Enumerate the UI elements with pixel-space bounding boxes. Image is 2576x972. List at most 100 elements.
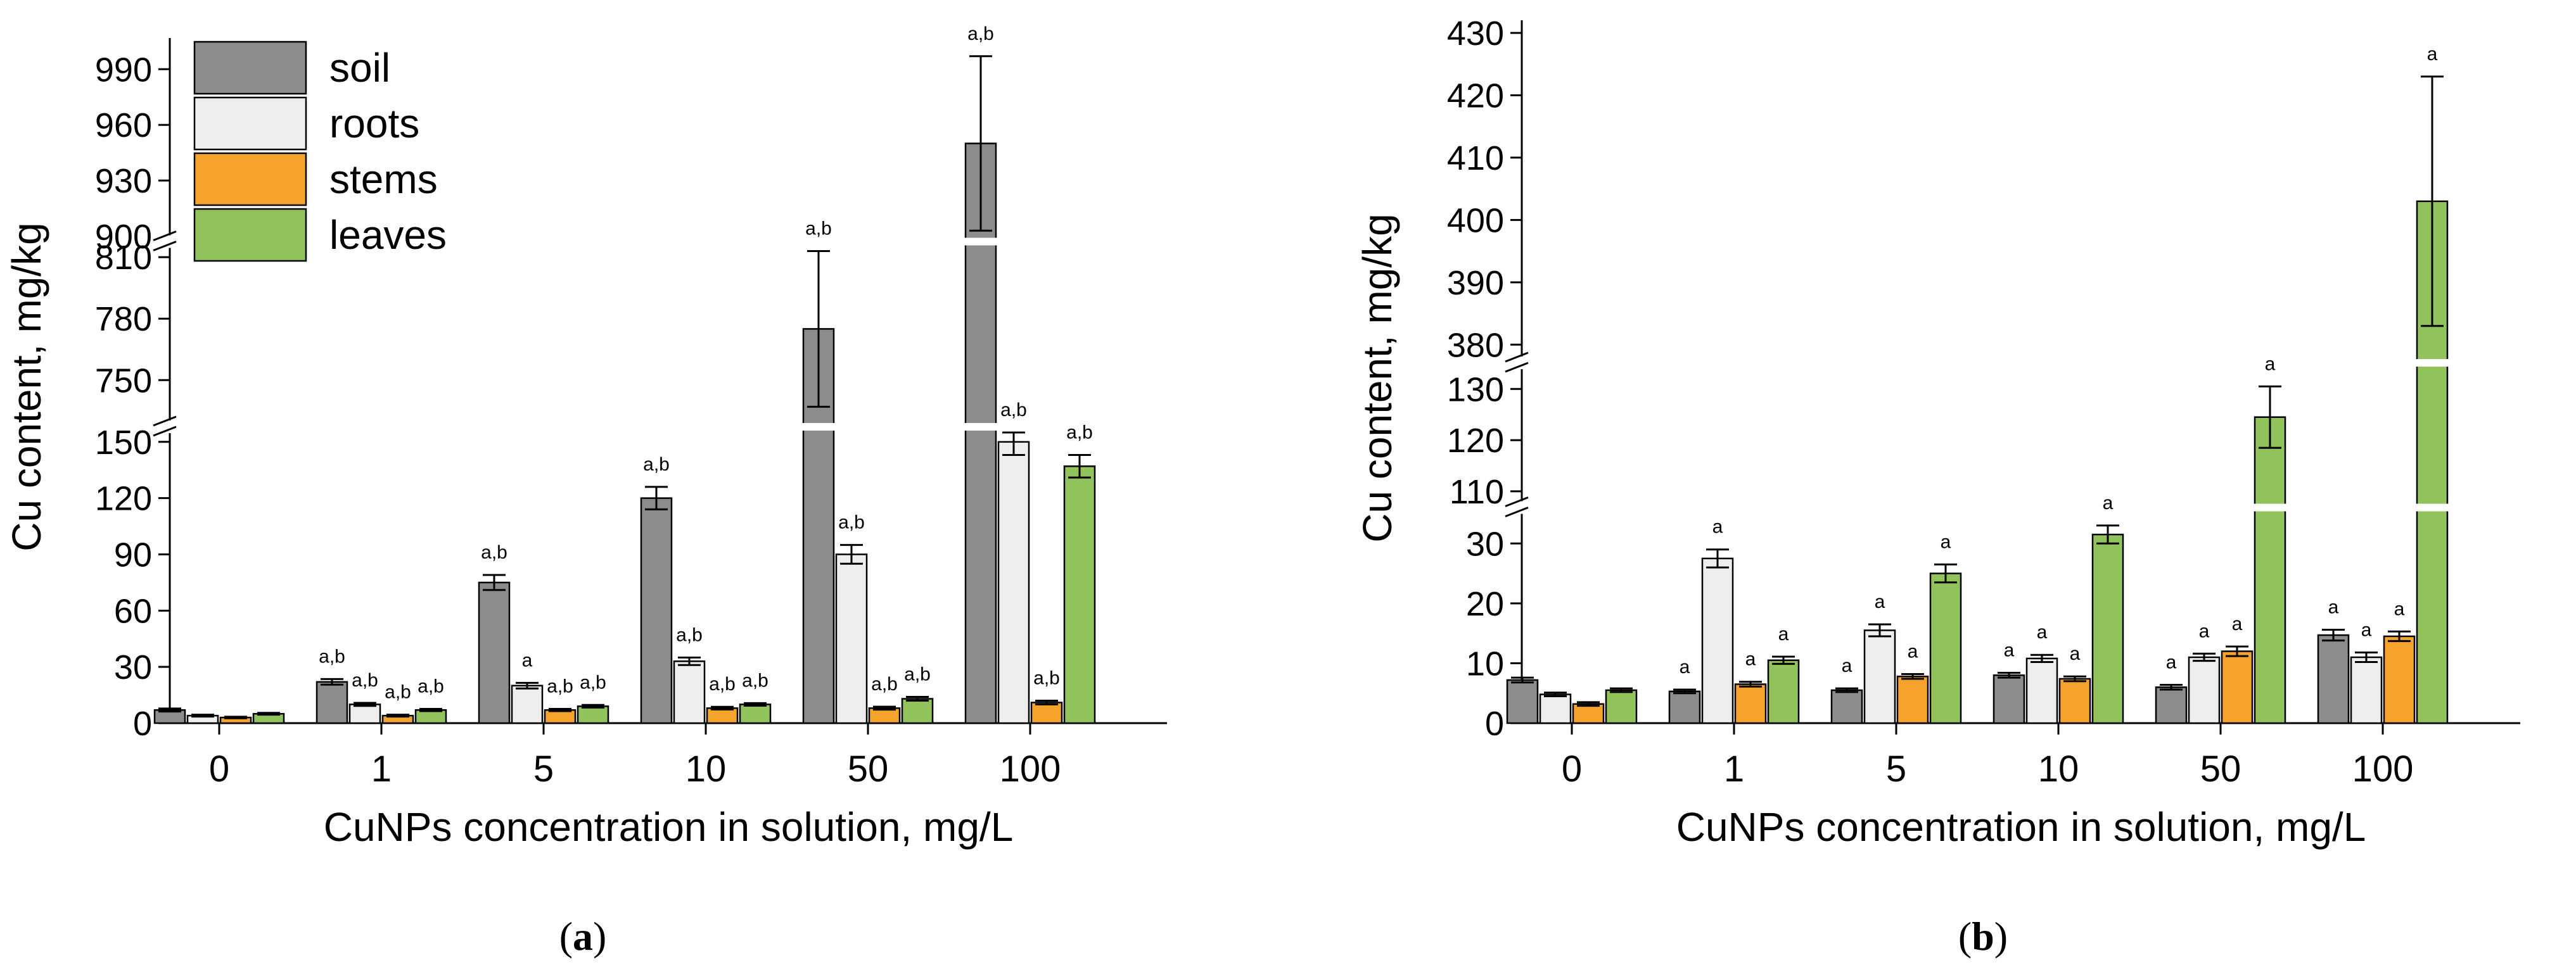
panel-caption: (b) xyxy=(1958,914,2008,959)
y-tick-label: 900 xyxy=(95,218,152,256)
bar-leaves xyxy=(739,704,772,724)
chart-legend: soil roots stems leaves xyxy=(193,41,447,262)
bar-roots xyxy=(1539,693,1572,724)
legend-swatch-stems xyxy=(193,152,307,206)
x-axis-title: CuNPs concentration in solution, mg/L xyxy=(324,804,1014,850)
axis-break-mark xyxy=(153,426,177,437)
significance-label: a xyxy=(1908,641,1918,662)
axis-break-mark xyxy=(1505,496,1529,507)
bar-soil xyxy=(1830,689,1863,724)
significance-label: a,b xyxy=(481,542,507,563)
caption-open-paren: ( xyxy=(1958,914,1972,959)
y-tick-label: 930 xyxy=(95,162,152,200)
significance-label: a xyxy=(1680,657,1690,678)
significance-label: a xyxy=(522,650,533,671)
significance-label: a xyxy=(1842,655,1852,676)
axis-break-mark xyxy=(153,230,177,241)
bar-roots xyxy=(348,704,381,724)
y-axis-title: Cu content, mg/kg xyxy=(1355,213,1400,542)
significance-label: a xyxy=(2199,621,2210,641)
bar-stems xyxy=(2383,635,2416,724)
significance-label: a,b xyxy=(1033,667,1060,688)
bar-leaves xyxy=(901,698,934,724)
caption-close-paren: ) xyxy=(593,914,606,959)
bar-roots xyxy=(511,685,544,724)
x-tick-label: 50 xyxy=(848,748,889,790)
bar-soil xyxy=(1668,690,1701,724)
significance-label: a,b xyxy=(967,23,994,44)
bar-break-gap xyxy=(802,423,835,431)
significance-label: a xyxy=(2265,353,2276,374)
y-tick-label: 90 xyxy=(114,536,152,574)
significance-label: a,b xyxy=(676,624,703,645)
y-tick-label: 420 xyxy=(1447,77,1504,115)
significance-label: a xyxy=(1745,649,1756,670)
bar-roots xyxy=(2350,656,2383,724)
bar-roots xyxy=(673,660,706,724)
y-tick-label: 810 xyxy=(95,239,152,277)
y-axis-title: Cu content, mg/kg xyxy=(4,222,49,551)
bar-break-gap xyxy=(964,423,997,431)
significance-label: a,b xyxy=(838,512,865,533)
x-tick-label: 1 xyxy=(1724,748,1744,790)
bar-soil xyxy=(316,681,348,724)
significance-label: a,b xyxy=(742,670,768,691)
bar-leaves xyxy=(1605,689,1638,724)
significance-label: a xyxy=(1778,624,1789,645)
axis-break-mark xyxy=(153,415,177,427)
legend-label-leaves: leaves xyxy=(329,212,447,258)
significance-label: a,b xyxy=(643,454,670,475)
bar-break-gap xyxy=(2254,503,2286,512)
significance-label: a,b xyxy=(418,676,444,697)
y-tick-label: 750 xyxy=(95,362,152,400)
x-tick-label: 10 xyxy=(2038,748,2079,790)
bar-leaves xyxy=(2254,416,2286,724)
y-tick-label: 390 xyxy=(1447,264,1504,302)
significance-label: a,b xyxy=(385,682,411,703)
x-tick-label: 1 xyxy=(371,748,392,790)
y-tick-label: 120 xyxy=(95,480,152,518)
y-tick-label: 0 xyxy=(133,705,152,743)
significance-label: a xyxy=(2361,619,2372,640)
significance-label: a,b xyxy=(1066,422,1093,443)
bar-break-gap xyxy=(2416,359,2449,367)
significance-label: a xyxy=(2328,596,2339,617)
legend-swatch-leaves xyxy=(193,208,307,262)
bar-stems xyxy=(2221,650,2254,724)
significance-label: a xyxy=(2394,598,2405,619)
bar-break-gap xyxy=(2416,503,2449,512)
significance-label: a xyxy=(1941,531,1951,552)
caption-close-paren: ) xyxy=(1994,914,2008,959)
significance-label: a xyxy=(2427,44,2438,65)
significance-label: a xyxy=(2037,622,2048,643)
x-tick-label: 100 xyxy=(1000,748,1061,790)
significance-label: a xyxy=(2166,652,2177,672)
x-tick-label: 5 xyxy=(1886,748,1906,790)
significance-label: a,b xyxy=(871,674,898,695)
significance-label: a xyxy=(1712,517,1723,538)
x-tick-label: 50 xyxy=(2200,748,2241,790)
significance-label: a,b xyxy=(352,670,378,691)
significance-label: a,b xyxy=(547,676,573,697)
axis-break-mark xyxy=(1505,351,1529,363)
x-tick-label: 0 xyxy=(209,748,229,790)
legend-swatch-soil xyxy=(193,41,307,95)
y-tick-label: 20 xyxy=(1466,585,1504,623)
caption-letter: b xyxy=(1972,914,1994,959)
significance-label: a,b xyxy=(580,672,606,693)
bar-stems xyxy=(1030,702,1063,724)
axis-break-mark xyxy=(153,241,177,251)
bar-roots xyxy=(1701,557,1734,724)
bar-break-gap xyxy=(964,237,997,246)
caption-letter: a xyxy=(573,914,593,959)
bar-leaves xyxy=(1063,465,1096,724)
bar-stems xyxy=(1734,683,1767,724)
legend-label-stems: stems xyxy=(329,156,438,202)
y-tick-label: 130 xyxy=(1447,370,1504,408)
bar-stems xyxy=(1896,675,1929,724)
y-tick-label: 30 xyxy=(1466,525,1504,563)
y-tick-label: 60 xyxy=(114,592,152,630)
y-tick-label: 380 xyxy=(1447,326,1504,364)
x-axis-title: CuNPs concentration in solution, mg/L xyxy=(1676,804,2366,850)
